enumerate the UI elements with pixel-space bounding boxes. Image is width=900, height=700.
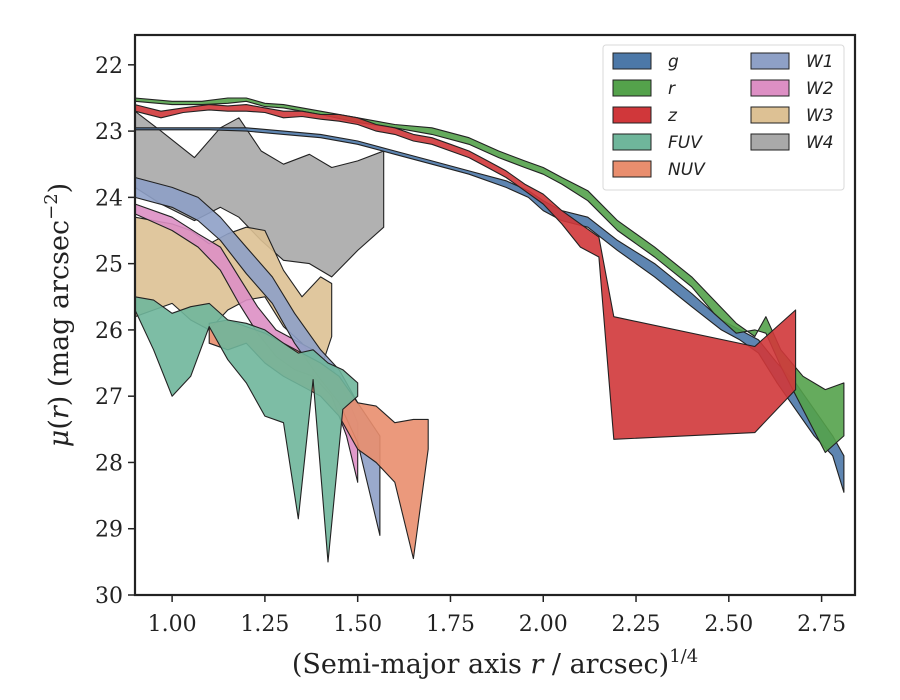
series-band-z	[134, 104, 797, 440]
series-band-fuv	[134, 296, 359, 563]
legend-label-g: g	[668, 52, 679, 72]
series-band-g	[134, 127, 845, 493]
x-tick-label: 1.50	[333, 612, 382, 637]
legend-label-r: r	[668, 79, 676, 99]
legend-swatch-w1	[750, 52, 790, 70]
y-tick-label: 30	[95, 584, 123, 609]
x-tick-label: 1.25	[240, 612, 289, 637]
y-tick-label: 28	[95, 451, 123, 476]
x-tick-label: 1.75	[426, 612, 475, 637]
y-tick-label: 27	[95, 385, 123, 410]
legend-label-w4: W4	[806, 133, 834, 153]
y-tick-label: 23	[95, 120, 123, 145]
y-tick-label: 24	[95, 186, 123, 211]
legend-label-fuv: FUV	[668, 133, 703, 153]
legend-swatch-r	[612, 79, 652, 97]
y-axis-label: μ(r) (mag arcsec−2)	[41, 183, 75, 447]
legend-swatch-w4	[750, 133, 790, 151]
series-band-w1	[134, 176, 381, 536]
y-tick-label: 29	[95, 518, 123, 543]
legend-swatch-z	[612, 106, 652, 124]
legend: grz FUV NUV W1 W2 W3 W4	[602, 44, 845, 191]
legend-label-nuv: NUV	[668, 160, 706, 180]
legend-label-w3: W3	[806, 106, 834, 126]
legend-label-z: z	[667, 106, 678, 126]
y-tick-label: 25	[95, 253, 123, 278]
plot-frame	[133, 33, 857, 597]
legend-swatch-fuv	[612, 133, 652, 151]
legend-swatch-w2	[750, 79, 790, 97]
series-layer	[134, 97, 845, 563]
ticks-layer: 1.00 1.25 1.50 1.75 2.00 2.25 2.50 2.75 22 23 24 25…	[95, 54, 846, 637]
legend-swatch-nuv	[612, 160, 652, 178]
legend-swatch-g	[612, 52, 652, 70]
legend-label-w2: W2	[806, 79, 834, 99]
y-tick-label: 22	[95, 54, 123, 79]
x-tick-label: 2.25	[612, 612, 661, 637]
y-tick-label: 26	[95, 319, 123, 344]
legend-swatch-w3	[750, 106, 790, 124]
x-tick-label: 2.00	[519, 612, 568, 637]
x-tick-label: 1.00	[148, 612, 197, 637]
x-tick-label: 2.50	[704, 612, 753, 637]
series-band-w2	[134, 203, 359, 483]
x-axis-label: (Semi-major axis r / arcsec)1/4	[292, 646, 698, 680]
x-tick-label: 2.75	[797, 612, 846, 637]
legend-label-w1: W1	[806, 52, 834, 72]
